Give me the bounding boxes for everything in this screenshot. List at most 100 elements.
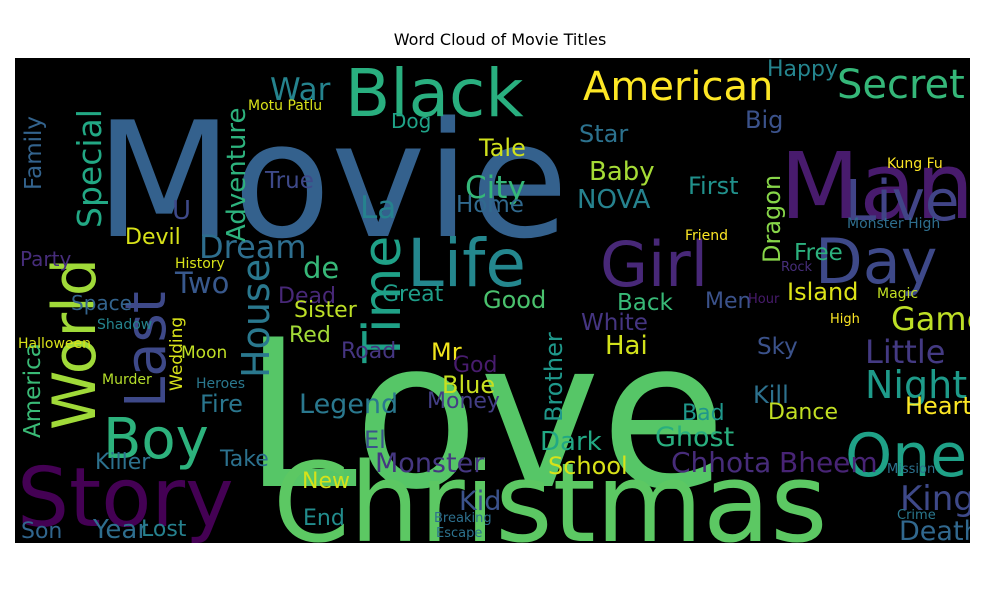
word-magic: Magic [877, 286, 918, 302]
word-big: Big [745, 106, 783, 134]
word-money: Money [427, 389, 500, 414]
word-back: Back [617, 290, 674, 316]
word-monster: Monster [375, 448, 485, 479]
word-city: City [465, 170, 526, 206]
word-blue: Blue [442, 371, 495, 399]
word-story: Story [17, 451, 234, 543]
word-true: True [264, 168, 314, 194]
word-dream: Dream [199, 228, 307, 266]
word-night: Night [865, 363, 967, 407]
word-island: Island [787, 278, 858, 306]
word-breaking: Breaking [434, 511, 492, 526]
word-america: America [20, 343, 46, 438]
word-dead: Dead [278, 284, 336, 309]
word-dance: Dance [768, 400, 838, 425]
word-time: Time [353, 236, 413, 364]
word-death: Death [899, 516, 970, 543]
word-men: Men [705, 289, 751, 314]
word-school: School [548, 452, 628, 480]
word-first: First [688, 172, 739, 200]
word-baby: Baby [589, 157, 655, 187]
word-escape: Escape [436, 526, 482, 541]
word-sky: Sky [757, 334, 798, 360]
word-mission: Mission [887, 462, 935, 477]
word-heroes: Heroes [196, 376, 245, 392]
word-ghost: Ghost [655, 422, 734, 453]
words-layer: Love Movie Christmas Man Story Black Life Girl D… [17, 58, 970, 543]
word-history: History [175, 256, 225, 272]
word-motu-patlu: Motu Patlu [248, 98, 322, 114]
word-kung-fu: Kung Fu [887, 156, 943, 172]
word-end: End [303, 506, 345, 531]
word-wedding: Wedding [167, 317, 187, 391]
word-hour: Hour [748, 292, 780, 307]
word-friend: Friend [685, 228, 728, 244]
word-road: Road [341, 339, 396, 364]
word-good: Good [483, 286, 546, 314]
word-hai: Hai [605, 331, 648, 361]
word-american: American [583, 64, 773, 110]
word-nova: NOVA [577, 185, 651, 215]
word-house: House [234, 259, 278, 378]
word-world: World [40, 258, 110, 430]
word-brother: Brother [540, 332, 568, 422]
word-star: Star [579, 120, 628, 148]
word-mr: Mr [431, 338, 462, 366]
word-party: Party [20, 247, 71, 271]
word-halloween: Halloween [18, 336, 91, 352]
word-bad: Bad [682, 401, 725, 426]
word-king: King [900, 479, 970, 519]
word-white: White [581, 310, 648, 336]
word-high: High [830, 312, 860, 327]
word-monster-high: Monster High [847, 216, 940, 232]
word-murder: Murder [102, 372, 152, 388]
word-moon: Moon [181, 343, 227, 363]
word-tale: Tale [478, 134, 526, 162]
word-kid: Kid [459, 486, 501, 517]
word-rock: Rock [781, 260, 813, 275]
word-space: Space [71, 291, 132, 315]
word-el: El [364, 426, 386, 454]
word-u: U [172, 196, 191, 226]
word-secret: Secret [837, 62, 965, 108]
word-la: La [360, 190, 396, 226]
word-new: New [302, 469, 350, 494]
word-lost: Lost [141, 517, 187, 542]
word-last: Last [114, 291, 179, 408]
word-dragon: Dragon [758, 175, 786, 263]
word-live: Live [845, 169, 959, 234]
word-life: Life [407, 225, 526, 302]
word-dog: Dog [391, 109, 431, 133]
word-boy: Boy [103, 407, 209, 472]
word-legend: Legend [299, 389, 398, 420]
word-devil: Devil [125, 225, 181, 250]
word-game: Game [891, 300, 970, 338]
word-fire: Fire [200, 390, 243, 418]
word-great: Great [382, 282, 444, 307]
word-little: Little [865, 333, 945, 371]
word-day: Day [815, 225, 937, 298]
word-son: Son [21, 519, 62, 543]
word-love: Love [243, 297, 726, 535]
word-cloud: Love Movie Christmas Man Story Black Life Girl D… [15, 58, 970, 543]
word-red: Red [289, 323, 331, 348]
word-take: Take [219, 447, 269, 472]
word-movie: Movie [95, 87, 569, 274]
word-kill: Kill [753, 381, 789, 409]
word-war: War [270, 72, 331, 108]
word-year: Year [92, 515, 148, 543]
word-killer: Killer [95, 450, 151, 475]
word-home: Home [456, 192, 524, 218]
cloud-background [15, 58, 970, 543]
word-god: God [453, 353, 497, 378]
word-chhota: Chhota [671, 446, 771, 479]
word-shadow: Shadow [97, 317, 152, 333]
word-special: Special [70, 109, 109, 228]
chart-title: Word Cloud of Movie Titles [393, 30, 607, 49]
word-crime: Crime [897, 508, 936, 523]
word-one: One [845, 421, 967, 491]
word-heart: Heart [905, 392, 970, 420]
word-bheem: Bheem [779, 446, 878, 479]
word-family: Family [21, 116, 47, 190]
word-dark: Dark [540, 427, 602, 457]
